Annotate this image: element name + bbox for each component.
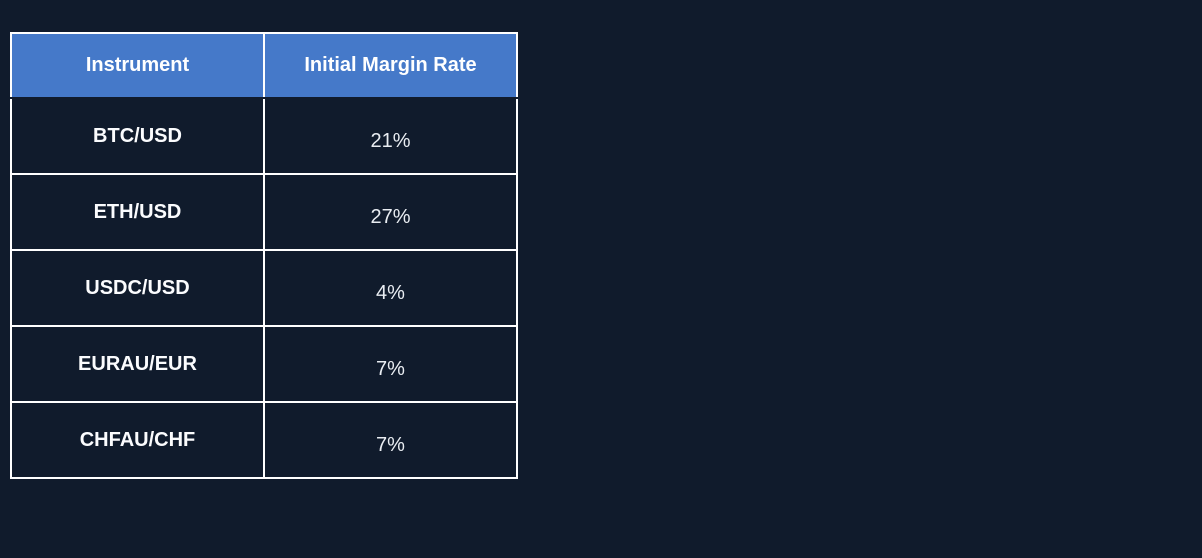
initial-margin-rate-value: 21%	[370, 129, 411, 152]
instrument-label: BTC/USD	[93, 124, 182, 147]
instrument-label: EURAU/EUR	[78, 352, 197, 375]
initial-margin-rate-cell: 7%	[263, 401, 518, 479]
table-row: EURAU/EUR 7%	[10, 325, 518, 403]
table-body: BTC/USD 21% ETH/USD 27% USDC/USD 4% EURAU/EUR 7…	[10, 97, 518, 479]
instrument-label: USDC/USD	[85, 276, 190, 299]
column-header-instrument: Instrument	[10, 32, 265, 99]
initial-margin-rate-cell: 7%	[263, 325, 518, 403]
initial-margin-rate-cell: 21%	[263, 97, 518, 175]
initial-margin-rate-value: 4%	[376, 281, 405, 304]
initial-margin-rate-cell: 27%	[263, 173, 518, 251]
instrument-cell: BTC/USD	[10, 97, 265, 175]
instrument-label: CHFAU/CHF	[79, 428, 196, 451]
instrument-cell: CHFAU/CHF	[10, 401, 265, 479]
initial-margin-rate-value: 7%	[376, 357, 405, 380]
instrument-label: ETH/USD	[93, 200, 182, 223]
initial-margin-rate-table: Instrument Initial Margin Rate BTC/USD 21…	[10, 32, 518, 479]
initial-margin-rate-cell: 4%	[263, 249, 518, 327]
instrument-cell: EURAU/EUR	[10, 325, 265, 403]
initial-margin-rate-value: 27%	[370, 205, 411, 228]
initial-margin-rate-table-container: Instrument Initial Margin Rate BTC/USD 21…	[10, 32, 518, 479]
header-row: Instrument Initial Margin Rate	[10, 32, 518, 99]
initial-margin-rate-value: 7%	[376, 433, 405, 456]
table-row: USDC/USD 4%	[10, 249, 518, 327]
table-row: CHFAU/CHF 7%	[10, 401, 518, 479]
table-row: ETH/USD 27%	[10, 173, 518, 251]
instrument-cell: ETH/USD	[10, 173, 265, 251]
table-header: Instrument Initial Margin Rate	[10, 32, 518, 99]
table-row: BTC/USD 21%	[10, 97, 518, 175]
column-header-initial-margin-rate: Initial Margin Rate	[263, 32, 518, 99]
instrument-cell: USDC/USD	[10, 249, 265, 327]
